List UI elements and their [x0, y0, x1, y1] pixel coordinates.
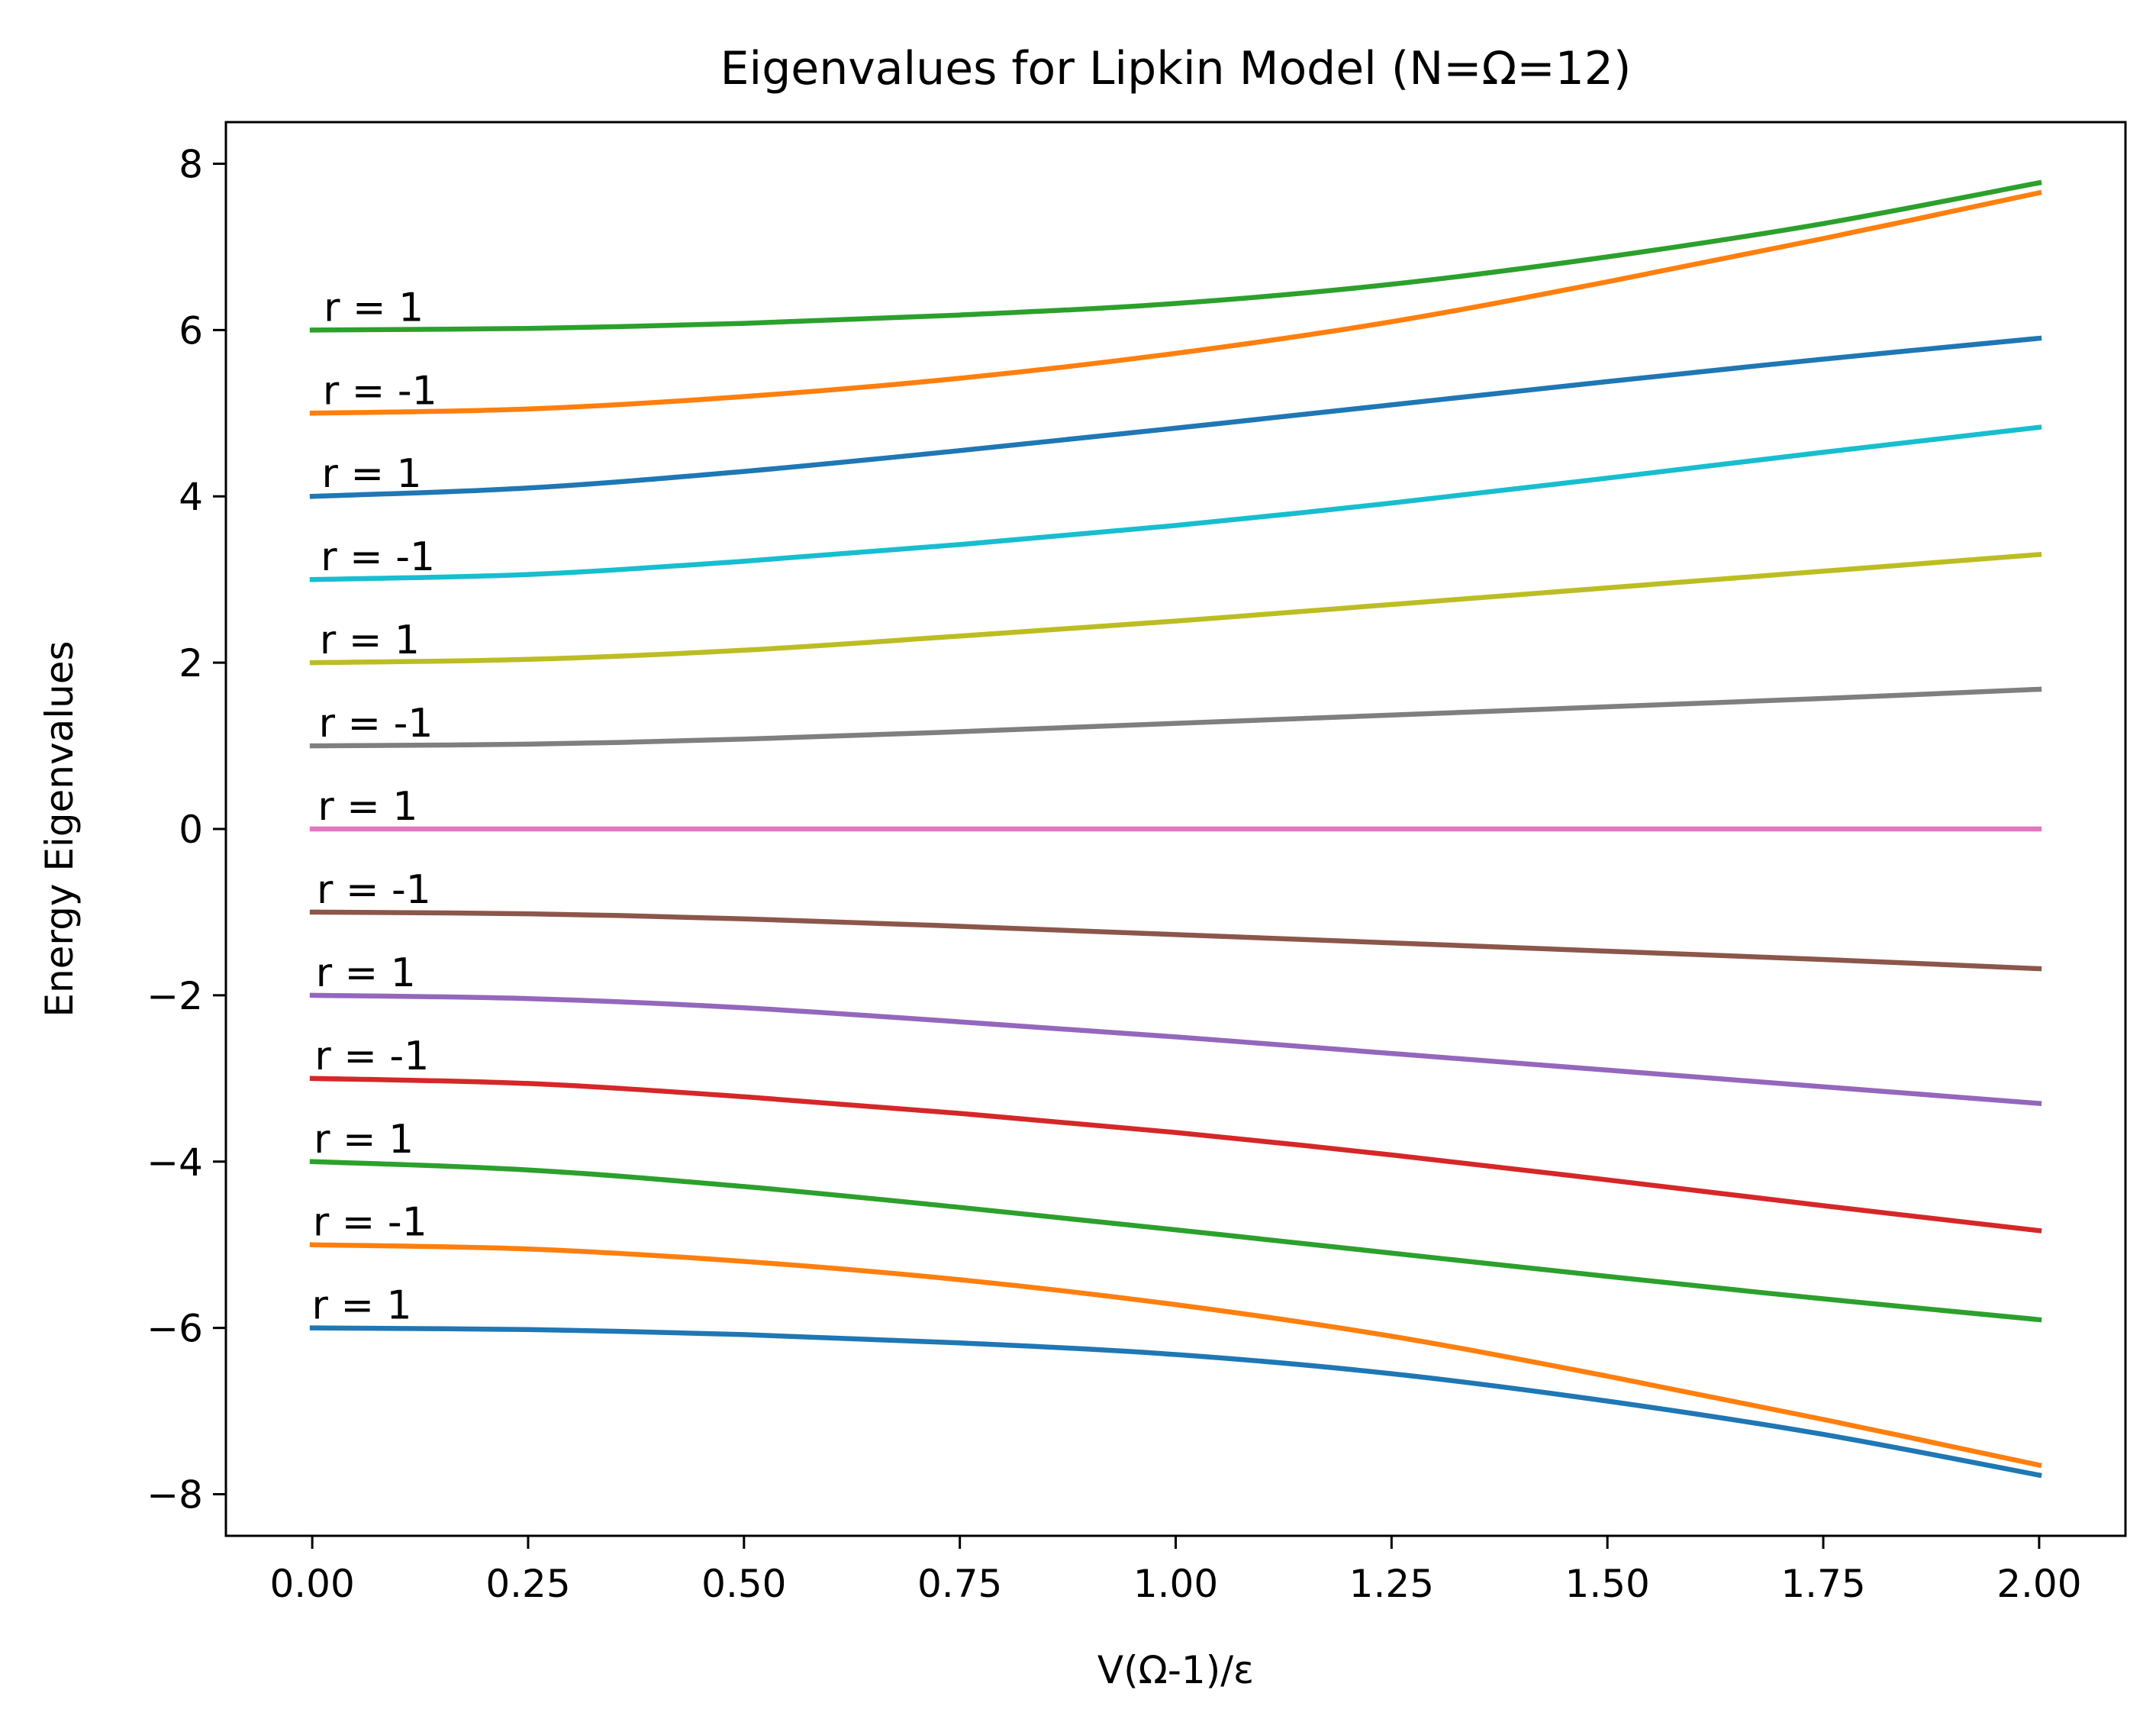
series-label-11: r = -1: [313, 1200, 427, 1246]
series-label-0: r = 1: [324, 285, 424, 331]
series-label-7: r = -1: [317, 867, 431, 913]
series-line-2: [309, 335, 2042, 499]
y-tick-label: 8: [179, 142, 203, 186]
series-line-0: [309, 179, 2042, 333]
series-label-1: r = -1: [323, 368, 437, 414]
series-label-4: r = 1: [320, 618, 420, 663]
series-line-11: [309, 1242, 2042, 1469]
series-layer: [309, 179, 2042, 1479]
y-axis-label: Energy Eigenvalues: [37, 640, 82, 1017]
series-label-6: r = 1: [317, 784, 417, 830]
chart-title: Eigenvalues for Lipkin Model (N=Ω=12): [720, 42, 1632, 95]
y-tick-label: 0: [179, 808, 203, 852]
x-tick-label: 1.50: [1565, 1562, 1650, 1606]
x-axis-label: V(Ω-1)/ε: [1097, 1648, 1254, 1692]
series-line-12: [309, 1325, 2042, 1479]
series-line-10: [309, 1159, 2042, 1323]
y-tick-label: 2: [179, 641, 203, 685]
x-tick-label: 1.25: [1349, 1562, 1434, 1606]
x-tick-label: 0.00: [269, 1562, 354, 1606]
series-line-3: [309, 424, 2042, 582]
x-tick-label: 0.50: [701, 1562, 786, 1606]
y-tick-label: −6: [147, 1307, 203, 1351]
y-tick-label: −8: [147, 1473, 203, 1518]
series-label-layer: r = 1 r = -1 r = 1 r = -1 r = 1 r = -1 r = 1 r …: [312, 285, 437, 1328]
y-tick-label: −4: [147, 1140, 203, 1185]
axis-ticks: 0.00 0.25 0.50 0.75 1.00 1.25 1.50 1.75 2.00 −8 −6…: [147, 142, 2081, 1606]
series-label-2: r = 1: [322, 451, 422, 497]
series-line-7: [309, 909, 2042, 972]
x-tick-label: 1.00: [1133, 1562, 1218, 1606]
series-line-9: [309, 1076, 2042, 1234]
series-line-1: [309, 189, 2042, 416]
y-tick-label: 6: [179, 308, 203, 353]
series-label-5: r = -1: [319, 701, 433, 747]
y-tick-label: −2: [147, 974, 203, 1018]
series-line-8: [309, 992, 2042, 1106]
series-line-4: [309, 552, 2042, 666]
series-label-12: r = 1: [312, 1283, 412, 1329]
x-tick-label: 0.75: [917, 1562, 1002, 1606]
series-label-9: r = -1: [314, 1034, 429, 1079]
series-line-5: [309, 686, 2042, 749]
y-tick-label: 4: [179, 475, 203, 519]
series-label-8: r = 1: [316, 950, 416, 996]
x-tick-label: 0.25: [485, 1562, 570, 1606]
series-label-3: r = -1: [321, 534, 435, 580]
x-tick-label: 2.00: [1996, 1562, 2081, 1606]
series-label-10: r = 1: [314, 1117, 414, 1163]
x-tick-label: 1.75: [1781, 1562, 1865, 1606]
plot-area-frame: [224, 121, 2127, 1537]
